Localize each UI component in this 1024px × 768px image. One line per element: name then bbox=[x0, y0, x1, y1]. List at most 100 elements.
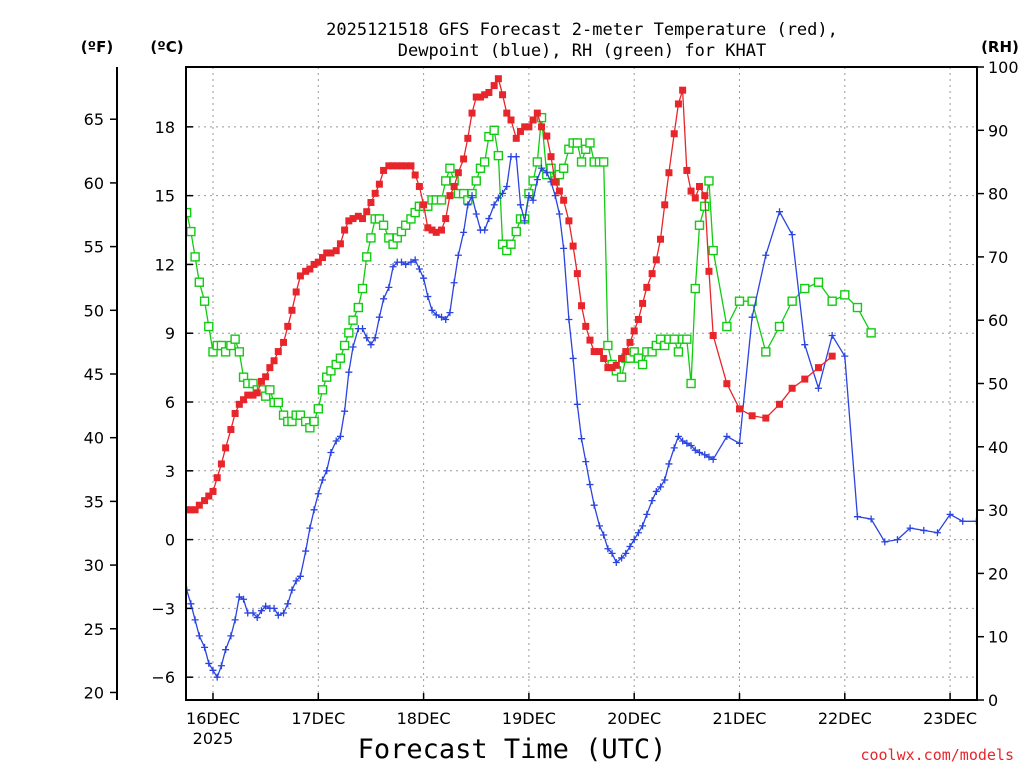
dewpoint-point bbox=[472, 210, 480, 218]
temperature-point bbox=[533, 109, 541, 117]
dewpoint-point bbox=[618, 554, 626, 562]
dewpoint-point bbox=[521, 217, 529, 225]
dewpoint-point bbox=[630, 536, 638, 544]
temperature-point bbox=[573, 270, 581, 278]
temperature-point bbox=[472, 93, 480, 101]
temperature-point bbox=[327, 249, 335, 257]
temperature-point bbox=[432, 228, 440, 236]
temperature-point bbox=[345, 217, 353, 225]
dewpoint-point bbox=[314, 490, 322, 498]
rh-point bbox=[734, 296, 745, 306]
rh-point bbox=[186, 226, 196, 237]
temperature-point bbox=[296, 272, 304, 280]
temperature-point bbox=[762, 414, 770, 422]
rh-point bbox=[722, 321, 732, 332]
temperature-point bbox=[652, 256, 660, 264]
plot-frame bbox=[185, 66, 978, 701]
rh-tick-label: 40 bbox=[988, 438, 1008, 457]
x-tick-label: 21DEC bbox=[713, 709, 767, 728]
dewpoint-point bbox=[380, 295, 388, 303]
temperature-point bbox=[691, 194, 699, 202]
temperature-point bbox=[634, 315, 642, 323]
credit-link[interactable]: coolwx.com/models bbox=[860, 746, 1014, 764]
rh-tick-label: 70 bbox=[988, 248, 1008, 267]
dewpoint-point bbox=[191, 616, 199, 624]
dewpoint-point bbox=[222, 646, 230, 654]
rh-series bbox=[186, 112, 876, 433]
dewpoint-point bbox=[788, 231, 796, 239]
temperature-point bbox=[227, 426, 235, 434]
temperature-point bbox=[555, 187, 563, 195]
dewpoint-point bbox=[213, 673, 221, 681]
dewpoint-point bbox=[595, 522, 603, 530]
dewpoint-point bbox=[661, 476, 669, 484]
rh-point bbox=[230, 334, 240, 344]
rh-tick-label: 90 bbox=[988, 121, 1008, 140]
rh-point bbox=[682, 334, 692, 344]
dewpoint-point bbox=[555, 210, 563, 218]
temperature-point bbox=[670, 130, 678, 138]
temperature-point bbox=[205, 492, 213, 500]
rh-point bbox=[787, 296, 797, 306]
fahrenheit-tick-label: 25 bbox=[84, 620, 104, 639]
rh-tick-label: 60 bbox=[988, 311, 1008, 330]
rh-tick-label: 10 bbox=[988, 628, 1008, 647]
temperature-point bbox=[195, 501, 203, 509]
temperature-point bbox=[240, 396, 248, 404]
temperature-point bbox=[529, 116, 537, 124]
rh-point bbox=[866, 328, 876, 338]
temperature-point bbox=[380, 166, 388, 174]
temperature-point bbox=[723, 380, 731, 388]
temperature-point bbox=[191, 506, 199, 514]
temperature-line bbox=[186, 77, 833, 511]
temperature-point bbox=[612, 361, 620, 369]
temperature-point bbox=[683, 166, 691, 174]
rh-point bbox=[603, 340, 613, 351]
rh-point bbox=[686, 378, 696, 389]
dewpoint-point bbox=[438, 313, 446, 321]
temperature-point bbox=[701, 192, 709, 200]
temperature-point bbox=[323, 249, 331, 257]
rh-point bbox=[761, 347, 771, 357]
rh-point bbox=[511, 226, 521, 237]
rh-point bbox=[827, 296, 837, 306]
fahrenheit-tick-label: 60 bbox=[84, 174, 104, 193]
dewpoint-point bbox=[420, 274, 428, 282]
dewpoint-point bbox=[302, 547, 310, 555]
dewpoint-point bbox=[195, 632, 203, 640]
dewpoint-point bbox=[639, 522, 647, 530]
rh-point bbox=[616, 372, 627, 382]
tick-labels: 16DEC 17DEC 18DEC 19DEC 20DEC 21DEC 22DEC 23DEC… bbox=[84, 58, 1019, 748]
dewpoint-point bbox=[608, 549, 616, 557]
temperature-point bbox=[709, 332, 717, 340]
dewpoint-point bbox=[415, 265, 423, 273]
temperature-point bbox=[249, 391, 257, 399]
dewpoint-point bbox=[648, 497, 656, 505]
temperature-point bbox=[543, 132, 551, 140]
temperature-point bbox=[341, 226, 349, 234]
temperature-point bbox=[389, 162, 397, 170]
dewpoint-point bbox=[349, 343, 357, 351]
temperature-point bbox=[776, 400, 784, 408]
temperature-point bbox=[503, 109, 511, 117]
dewpoint-point bbox=[748, 313, 756, 321]
dewpoint-point bbox=[814, 384, 822, 392]
temperature-point bbox=[222, 444, 230, 452]
dewpoint-point bbox=[683, 439, 691, 447]
dewpoint-point bbox=[217, 662, 225, 670]
rh-point bbox=[484, 131, 494, 142]
temperature-point bbox=[213, 474, 221, 482]
temperature-point bbox=[622, 348, 630, 356]
temperature-point bbox=[705, 267, 713, 275]
rh-point bbox=[694, 220, 705, 230]
temperature-point bbox=[302, 267, 310, 275]
celsius-tick-label: −6 bbox=[151, 668, 175, 687]
rh-point bbox=[690, 283, 700, 294]
dewpoint-point bbox=[946, 510, 954, 518]
dewpoint-point bbox=[288, 586, 296, 594]
fahrenheit-axis-unit: (ºF) bbox=[81, 38, 113, 56]
dewpoint-point bbox=[397, 258, 405, 266]
rh-point bbox=[774, 321, 785, 332]
dewpoint-point bbox=[389, 263, 397, 271]
temperature-point bbox=[201, 497, 209, 505]
